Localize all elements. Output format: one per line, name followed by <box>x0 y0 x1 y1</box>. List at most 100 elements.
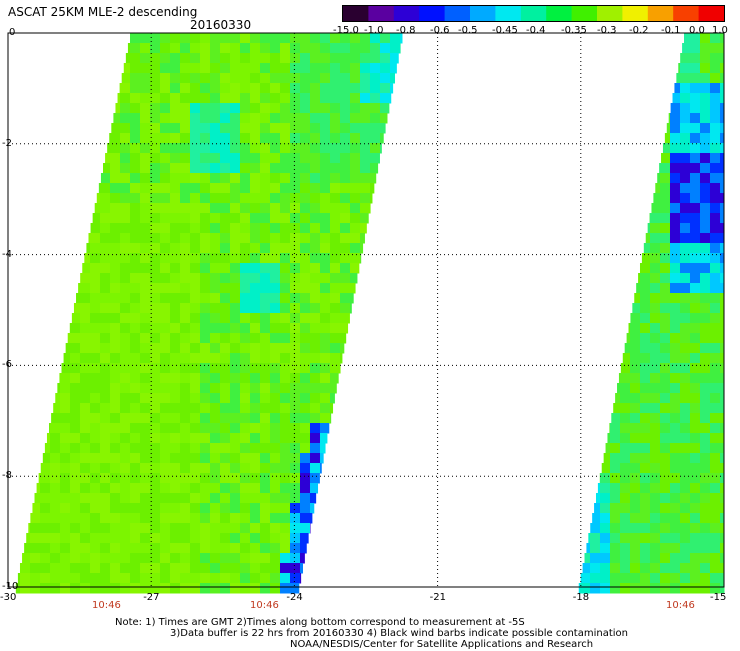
swath-west-cell <box>280 573 291 584</box>
swath-east-cell <box>680 263 691 274</box>
swath-east-cell <box>670 543 681 554</box>
swath-west-cell <box>160 173 171 184</box>
swath-west-cell <box>330 173 341 184</box>
swath-west-cell <box>260 143 271 154</box>
swath-west-cell <box>160 543 171 554</box>
swath-west-cell <box>260 153 271 164</box>
swath-east-cell <box>670 143 681 154</box>
swath-east-cell <box>690 33 701 44</box>
swath-east-cell <box>710 153 721 164</box>
swath-west-cell <box>340 333 347 344</box>
swath-west-cell <box>100 563 111 574</box>
swath-west-cell <box>350 123 361 134</box>
swath-west-cell <box>150 273 161 284</box>
swath-west-cell <box>80 473 91 484</box>
swath-west-cell <box>180 83 191 94</box>
swath-east-cell <box>720 53 725 64</box>
swath-west-cell <box>300 173 311 184</box>
swath-west-cell <box>170 503 181 514</box>
swath-west-cell <box>100 533 111 544</box>
swath-east-cell <box>710 303 721 314</box>
swath-west-cell <box>100 273 111 284</box>
swath-east-cell <box>700 383 711 394</box>
swath-west-cell <box>150 583 161 594</box>
swath-west-cell <box>150 433 161 444</box>
swath-east-cell <box>680 473 691 484</box>
swath-west-cell <box>240 383 251 394</box>
swath-west-cell <box>180 173 191 184</box>
swath-east-cell <box>620 423 631 434</box>
swath-west-cell <box>350 163 361 174</box>
swath-east-cell <box>680 213 691 224</box>
swath-west-cell <box>250 363 261 374</box>
colorbar-label: -0.2 <box>629 25 649 36</box>
swath-west-cell <box>70 563 81 574</box>
swath-west-cell <box>220 283 231 294</box>
swath-west-cell <box>310 63 321 74</box>
swath-west-cell <box>260 103 271 114</box>
swath-east-cell <box>720 513 725 524</box>
swath-west-cell <box>100 513 111 524</box>
swath-west-cell <box>240 133 251 144</box>
swath-east-cell <box>710 433 721 444</box>
swath-west-cell <box>130 433 141 444</box>
swath-east-cell <box>610 533 621 544</box>
swath-west-cell <box>60 403 71 414</box>
swath-west-cell <box>210 213 221 224</box>
swath-west-cell <box>340 213 351 224</box>
swath-west-cell <box>290 483 301 494</box>
swath-west-cell <box>130 453 141 464</box>
swath-west-cell <box>200 313 211 324</box>
swath-west-cell <box>250 543 261 554</box>
swath-west-cell <box>60 523 71 534</box>
swath-west-cell <box>360 193 371 204</box>
swath-west-cell <box>170 533 181 544</box>
swath-west-cell <box>330 293 341 304</box>
swath-east-cell <box>680 113 691 124</box>
swath-east-cell <box>660 263 671 274</box>
swath-west-cell <box>150 213 161 224</box>
swath-east-cell <box>620 443 631 454</box>
swath-west-cell <box>180 323 191 334</box>
swath-west-cell <box>80 313 91 324</box>
swath-west-cell <box>150 453 161 464</box>
swath-west-cell <box>240 583 251 594</box>
swath-west-cell <box>270 383 281 394</box>
swath-west-cell <box>34 493 46 504</box>
swath-west-cell <box>70 383 81 394</box>
swath-west-cell <box>180 163 191 174</box>
swath-east-cell <box>690 453 701 464</box>
swath-west-cell <box>70 393 81 404</box>
swath-east-cell <box>720 83 725 94</box>
swath-east-cell <box>680 573 691 584</box>
swath-east-cell <box>640 493 651 504</box>
swath-east-cell <box>690 293 701 304</box>
swath-east-cell <box>710 423 721 434</box>
swath-east-cell <box>610 463 621 474</box>
swath-west-cell <box>280 223 291 234</box>
swath-west-cell <box>340 303 351 314</box>
swath-west-cell <box>260 393 271 404</box>
swath-east-cell <box>700 413 711 424</box>
swath-east-cell <box>600 583 611 594</box>
swath-east-cell <box>710 143 721 154</box>
swath-west-cell <box>330 233 341 244</box>
swath-west-cell <box>210 383 221 394</box>
swath-west-cell <box>70 413 81 424</box>
swath-west-cell <box>320 343 331 354</box>
swath-west-cell <box>90 333 101 344</box>
swath-east-cell <box>670 523 681 534</box>
swath-west-cell <box>130 443 141 454</box>
swath-west-cell <box>51 413 62 424</box>
swath-west-cell <box>110 563 121 574</box>
swath-west-cell <box>350 253 361 264</box>
swath-west-cell <box>250 533 261 544</box>
swath-west-cell <box>230 523 241 534</box>
swath-west-cell <box>250 503 261 514</box>
swath-east-cell <box>640 433 651 444</box>
swath-west-cell <box>120 133 131 144</box>
swath-east-cell <box>610 563 621 574</box>
swath-west-cell <box>170 443 181 454</box>
swath-east-cell <box>710 283 721 294</box>
swath-west-cell <box>260 343 271 354</box>
